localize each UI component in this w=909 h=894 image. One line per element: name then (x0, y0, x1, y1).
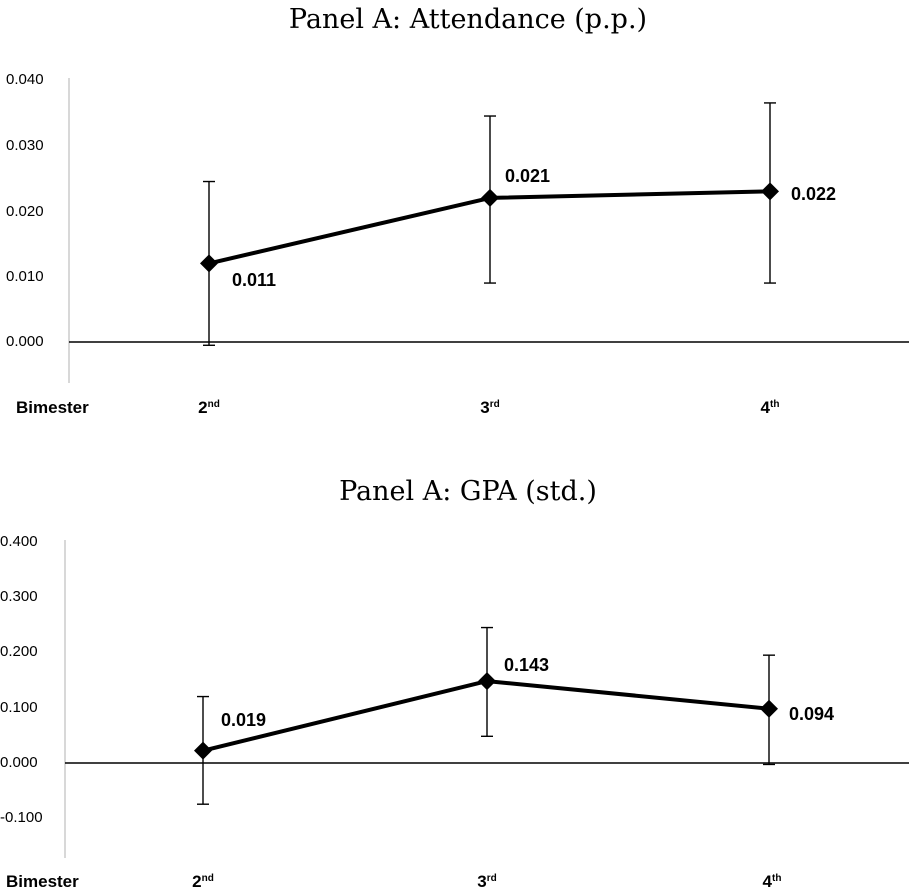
y-tick-label: 0.010 (6, 268, 44, 285)
y-tick-label: 0.300 (0, 588, 38, 605)
y-tick-labels: 0.400 0.300 0.200 0.100 0.000 -0.100 (0, 533, 43, 826)
y-tick-label: 0.030 (6, 137, 44, 154)
y-tick-labels: 0.040 0.030 0.020 0.010 0.000 (6, 71, 44, 350)
y-tick-label: -0.100 (0, 809, 43, 826)
x-tick-label: 2nd (198, 398, 220, 417)
data-label: 0.021 (505, 166, 550, 186)
x-tick-labels: 2nd 3rd 4th (192, 872, 781, 891)
data-label: 0.094 (789, 704, 834, 724)
series-line (202, 679, 770, 753)
x-tick-label: 3rd (477, 872, 496, 891)
data-label: 0.019 (221, 710, 266, 730)
x-tick-label: 3rd (480, 398, 499, 417)
x-tick-label: 4th (763, 872, 782, 891)
x-tick-labels: 2nd 3rd 4th (198, 398, 779, 417)
x-axis-label: Bimester (16, 398, 89, 417)
data-labels: 0.019 0.143 0.094 (221, 655, 834, 730)
data-point (761, 182, 779, 201)
data-label: 0.011 (232, 270, 276, 290)
series-marks (194, 626, 778, 805)
x-tick-label: 2nd (192, 872, 214, 891)
panel-attendance: Panel A: Attendance (p.p.) 0.040 0.030 0… (6, 4, 909, 417)
series-marks (200, 102, 779, 346)
data-point (760, 699, 778, 718)
data-label: 0.143 (504, 655, 549, 675)
data-point (481, 188, 499, 207)
y-tick-label: 0.020 (6, 203, 44, 220)
data-point (194, 741, 212, 760)
y-tick-label: 0.040 (6, 71, 44, 88)
y-tick-label: 0.200 (0, 643, 38, 660)
y-tick-label: 0.000 (0, 754, 38, 771)
x-axis-label: Bimester (6, 872, 79, 891)
x-tick-label: 4th (761, 398, 780, 417)
y-tick-label: 0.100 (0, 699, 38, 716)
y-tick-label: 0.400 (0, 533, 38, 550)
y-tick-label: 0.000 (6, 333, 44, 350)
chart-title: Panel A: Attendance (p.p.) (289, 4, 647, 35)
data-point (478, 672, 496, 691)
data-point (200, 254, 218, 273)
data-labels: 0.011 0.021 0.022 (232, 166, 836, 290)
data-label: 0.022 (791, 184, 836, 204)
chart-title: Panel A: GPA (std.) (339, 476, 597, 507)
panel-gpa: Panel A: GPA (std.) 0.400 0.300 0.200 0.… (0, 476, 909, 891)
